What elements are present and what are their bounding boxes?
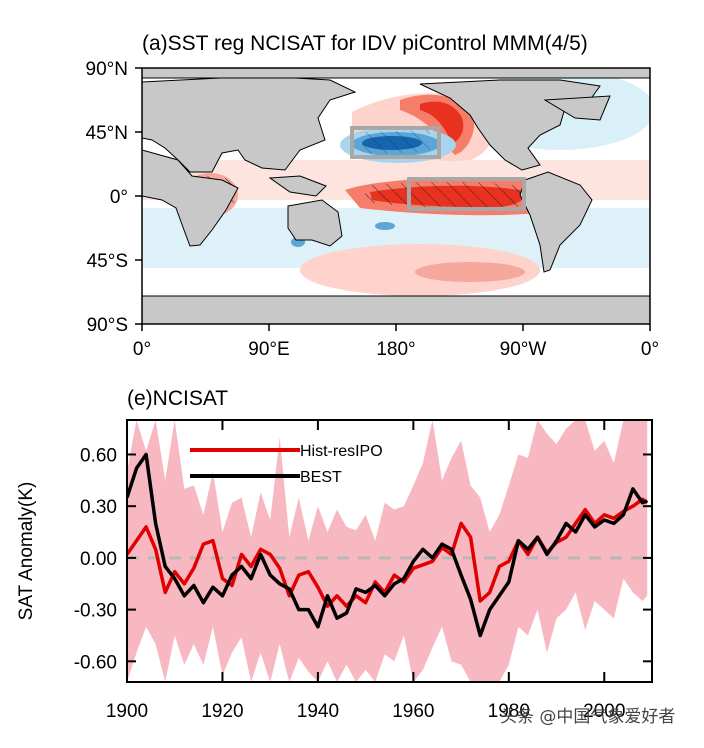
antarctica-land [142,295,650,324]
ts-xtick-label: 1920 [201,701,243,722]
ts-frame [126,419,653,683]
maritime-continent-land [268,175,327,197]
ts-ytick-label: -0.30 [74,601,117,622]
map-ytick-label: 45°N [86,123,128,144]
map-xtick-label: 90°W [500,339,547,360]
continents [142,68,650,324]
north-pacific-box [350,126,441,159]
hatch-north-pacific [362,130,430,154]
ts-plot-area [127,420,652,682]
map-xtick-label: 0° [641,339,659,360]
pacific-warm-horseshoe-core [420,101,464,144]
cold-spot-2 [375,222,395,230]
map-y-tick-labels: 90°N 45°N 0° 45°S 90°S [86,59,128,336]
greenland-land [543,95,611,121]
ts-ytick-label: 0.60 [80,445,117,466]
map-x-tick-labels: 0° 90°E 180° 90°W 0° [133,339,659,360]
hist-resipo-line [127,497,649,608]
sst-map [142,68,650,324]
map-tick-marks [135,67,651,331]
ts-ytick-label: -0.60 [74,652,117,673]
map-xtick-label: 180° [376,339,415,360]
map-ytick-label: 90°S [87,315,128,336]
map-ytick-label: 45°S [87,251,128,272]
south-america-land [519,171,593,273]
ts-xtick-label: 1980 [488,701,530,722]
legend-hist-label: Hist-resIPO [300,443,383,460]
ts-xtick-label: 1900 [106,701,148,722]
tropical-pacific-box [407,177,526,211]
map-xtick-label: 0° [133,339,151,360]
arctic-land [142,68,650,79]
ts-title: (e)NCISAT [127,387,228,410]
best-line [127,452,648,638]
ts-ytick-label: 0.00 [80,549,117,570]
africa-land [142,149,239,247]
ts-y-axis-label: SAT Anomaly(K) [16,482,37,621]
eurasia-land [142,75,357,173]
map-ytick-label: 0° [110,187,128,208]
legend-best-label: BEST [300,469,342,486]
australia-land [287,199,343,247]
map-title: (a)SST reg NCISAT for IDV piControl MMM(… [142,32,588,55]
watermark: 头条 @中国气象爱好者 [500,707,676,727]
ts-xtick-label: 2000 [583,701,625,722]
ts-legend: Hist-resIPO BEST [190,443,383,486]
ts-xtick-label: 1960 [392,701,434,722]
map-xtick-label: 90°E [248,339,289,360]
ts-xtick-label: 1940 [297,701,339,722]
ensemble-spread [127,420,648,682]
ts-ytick-label: 0.30 [80,497,117,518]
map-ytick-label: 90°N [86,59,128,80]
south-pacific-warm-core [415,262,525,282]
ts-ticks: 0.60 0.30 0.00 -0.30 -0.60 1900 1920 1940 1960 19… [74,420,652,722]
hatch-tropical-pacific [365,181,525,209]
